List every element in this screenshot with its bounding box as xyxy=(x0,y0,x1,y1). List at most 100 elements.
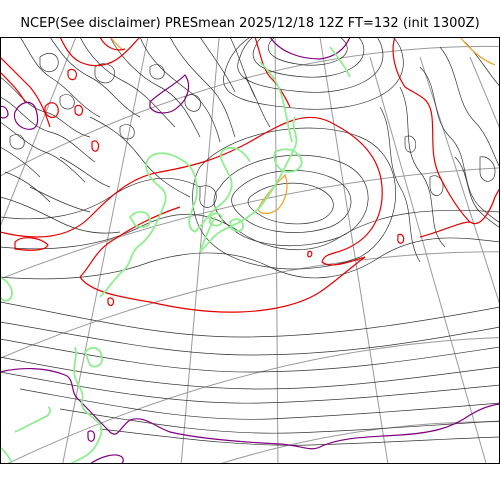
isobar xyxy=(0,121,86,183)
latitude-arc xyxy=(0,45,500,177)
coastline xyxy=(0,276,13,302)
isobar xyxy=(99,428,500,446)
isobar xyxy=(109,37,201,138)
orange-contour xyxy=(257,173,288,215)
coastline xyxy=(128,211,151,228)
isobar xyxy=(0,371,500,404)
isobar xyxy=(199,185,217,208)
isobar xyxy=(4,171,51,203)
latitude-arc xyxy=(0,251,500,359)
coastline xyxy=(329,46,351,78)
isobar xyxy=(454,156,500,229)
coastline xyxy=(228,218,244,232)
pressure-map xyxy=(0,37,500,464)
isobar xyxy=(439,46,500,169)
coastline xyxy=(199,116,298,253)
red-contour xyxy=(59,37,141,67)
isobar xyxy=(0,237,500,280)
red-contour xyxy=(392,37,500,225)
isobar xyxy=(229,37,256,98)
purple-contours xyxy=(0,37,500,464)
orange-contours xyxy=(109,37,496,215)
red-contour xyxy=(254,37,291,108)
isobar xyxy=(247,182,334,225)
coastline xyxy=(194,147,251,233)
red-contours xyxy=(0,37,500,313)
isobar xyxy=(0,196,121,234)
isobar xyxy=(19,388,500,420)
meridian-line xyxy=(274,37,279,464)
red-contour xyxy=(14,237,49,251)
isobar xyxy=(94,63,116,84)
coastline xyxy=(0,446,13,464)
isobar xyxy=(59,94,75,110)
orange-contour xyxy=(459,37,496,66)
latitude-arc xyxy=(0,167,500,280)
red-contour xyxy=(79,256,366,313)
isobar xyxy=(0,338,500,373)
isobar xyxy=(0,301,500,338)
isobar xyxy=(237,37,384,93)
chart-title: NCEP(See disclaimer) PRESmean 2025/12/18… xyxy=(20,16,480,31)
isobar xyxy=(0,209,500,251)
coastline xyxy=(69,346,103,464)
isobar xyxy=(429,175,444,196)
purple-contour xyxy=(269,37,351,60)
coastline xyxy=(199,216,216,253)
isobar xyxy=(19,37,101,118)
red-contour xyxy=(419,221,471,238)
red-contour xyxy=(74,104,84,116)
coastline xyxy=(99,152,198,298)
isobar xyxy=(29,186,91,213)
red-contour xyxy=(0,71,26,103)
isobar xyxy=(479,156,496,182)
purple-contour xyxy=(0,367,500,450)
isobar xyxy=(59,156,111,188)
coastlines xyxy=(0,46,351,464)
meridian-line xyxy=(369,56,487,464)
red-contour xyxy=(44,102,59,119)
coastline xyxy=(273,148,303,173)
isobar xyxy=(0,321,500,356)
isobar xyxy=(149,64,165,80)
red-contour xyxy=(0,56,51,128)
isobar xyxy=(199,37,236,93)
coastline xyxy=(83,346,103,368)
isobar xyxy=(39,53,59,73)
coastline xyxy=(209,212,223,227)
red-contour xyxy=(99,37,126,51)
isobar xyxy=(0,356,500,390)
isobar xyxy=(0,146,41,178)
red-contour xyxy=(91,140,100,152)
meridian-line xyxy=(319,37,389,464)
isobar xyxy=(0,177,201,220)
isobar xyxy=(139,37,221,143)
isobar xyxy=(192,127,396,270)
red-contour xyxy=(79,206,181,278)
purple-contour xyxy=(149,74,190,114)
coastline xyxy=(14,406,52,433)
red-contour xyxy=(307,250,313,258)
isobar xyxy=(89,116,191,198)
isobar xyxy=(119,124,135,140)
isobar xyxy=(399,86,446,248)
isobar xyxy=(244,76,271,128)
latitude-arc xyxy=(5,337,500,464)
isobar xyxy=(231,170,352,233)
isobar xyxy=(0,96,96,163)
coastline xyxy=(259,61,293,143)
latitude-arc xyxy=(217,421,500,464)
isobar xyxy=(404,135,417,153)
isobar xyxy=(49,37,141,118)
isobar xyxy=(184,94,201,112)
meridian-line xyxy=(62,37,149,464)
isobar xyxy=(419,66,500,224)
purple-contour xyxy=(13,101,39,130)
orange-contour xyxy=(109,37,123,50)
isobar xyxy=(268,37,348,66)
purple-contour xyxy=(87,430,96,442)
red-contour xyxy=(107,297,115,307)
isobar xyxy=(169,37,236,138)
red-contour xyxy=(0,116,383,266)
isobar xyxy=(379,106,421,263)
